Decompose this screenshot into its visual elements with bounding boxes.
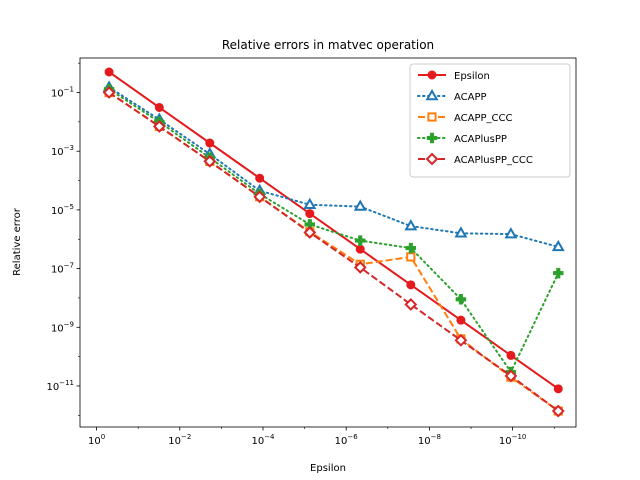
data-point-acapp-ccc (406, 252, 416, 262)
y-axis-title: Relative error (12, 207, 23, 276)
data-point-epsilon (456, 315, 466, 325)
legend-label: ACAPlusPP_CCC (454, 155, 533, 166)
data-point-acapluspp-ccc (551, 404, 565, 418)
x-axis: 100 10−2 10−4 10−6 10−8 10−10 (88, 427, 555, 447)
series-line-acapluspp (108, 88, 560, 374)
data-point-epsilon (104, 67, 114, 77)
data-point-acapluspp-ccc (102, 86, 116, 99)
data-point-acapp (504, 227, 518, 239)
legend-marker (427, 112, 437, 122)
data-point-acapluspp-ccc (203, 154, 217, 168)
series-line-acapluspp-ccc (108, 91, 559, 412)
data-point-epsilon (205, 138, 215, 148)
chart-title: Relative errors in matvec operation (222, 38, 434, 52)
data-point-acapluspp-ccc (253, 190, 267, 204)
data-point-acapluspp-ccc (454, 333, 468, 347)
data-point-acapluspp-ccc (404, 298, 418, 311)
series-layer (102, 67, 565, 418)
legend-marker (427, 70, 437, 80)
data-point-acapluspp-ccc (303, 226, 317, 239)
data-point-acapluspp-ccc (152, 119, 166, 133)
data-point-acapp (353, 199, 367, 211)
legend-item-acapp-ccc: ACAPP_CCC (418, 112, 513, 124)
legend-label: ACAPlusPP (454, 134, 507, 145)
data-point-acapluspp (354, 235, 366, 246)
legend-marker (426, 132, 438, 144)
legend-marker (425, 88, 439, 101)
legend-box (409, 63, 571, 178)
data-point-acapluspp (553, 267, 564, 279)
data-point-acapp (454, 226, 468, 238)
series-line-epsilon (108, 71, 559, 390)
data-point-epsilon (406, 280, 416, 290)
legend-item-acapluspp-ccc: ACAPlusPP_CCC (418, 152, 533, 166)
data-point-acapluspp-ccc (353, 260, 367, 274)
data-point-acapluspp (405, 242, 417, 254)
data-point-acapp (303, 197, 317, 209)
data-point-epsilon (506, 350, 516, 360)
data-point-epsilon (355, 244, 365, 254)
legend-marker (425, 152, 439, 166)
data-point-acapp (551, 239, 565, 252)
legend-label: ACAPP_CCC (454, 113, 513, 124)
series-epsilon (104, 67, 563, 394)
data-point-epsilon (553, 384, 563, 394)
data-point-epsilon (305, 209, 315, 219)
data-point-acapluspp (455, 294, 467, 305)
legend-label: ACAPP (454, 92, 487, 103)
series-line-acapp (108, 86, 560, 248)
legend-item-acapluspp: ACAPlusPP (417, 132, 507, 145)
legend-label: Epsilon (454, 71, 490, 82)
data-point-acapluspp-ccc (504, 369, 518, 383)
legend: Epsilon ACAPP ACAPP_CCC ACAPlusPP ACAPlusPP_… (409, 63, 571, 178)
plot-frame (79, 57, 577, 428)
x-axis-title: Epsilon (310, 463, 346, 474)
series-acapluspp-ccc (102, 86, 565, 418)
data-point-acapp (404, 219, 418, 231)
plot-area (79, 57, 577, 428)
data-point-epsilon (154, 102, 164, 112)
data-point-epsilon (255, 173, 265, 183)
legend-item-acapp: ACAPP (417, 88, 487, 103)
legend-item-epsilon: Epsilon (418, 70, 490, 82)
